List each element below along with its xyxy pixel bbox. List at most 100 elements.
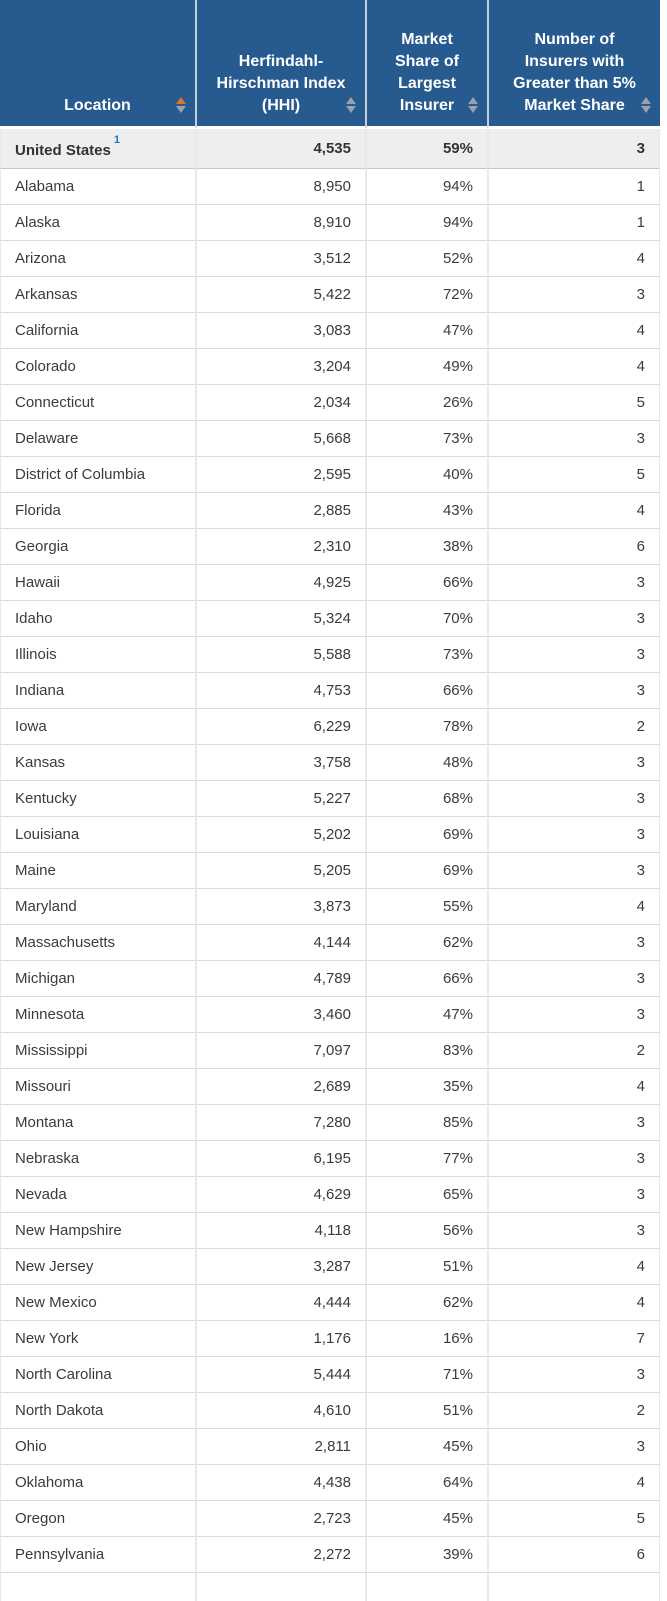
- insurer-count-cell: 3: [487, 637, 660, 673]
- sort-toggle-icon[interactable]: [468, 97, 478, 113]
- market-share-cell: 94%: [365, 169, 487, 205]
- hhi-cell: 5,668: [195, 421, 365, 457]
- table-row: New Hampshire 4,118 56% 3: [0, 1213, 660, 1249]
- market-share-cell: 66%: [365, 673, 487, 709]
- table-row: California 3,083 47% 4: [0, 313, 660, 349]
- insurer-count-cell: 3: [487, 1105, 660, 1141]
- hhi-cell: 3,873: [195, 889, 365, 925]
- column-header-market-share[interactable]: Market Share of Largest Insurer: [365, 0, 487, 129]
- insurer-count-cell: 3: [487, 1141, 660, 1177]
- insurer-count-cell: 6: [487, 529, 660, 565]
- hhi-cell: 5,324: [195, 601, 365, 637]
- table-row: North Dakota 4,610 51% 2: [0, 1393, 660, 1429]
- location-cell: New Mexico: [0, 1285, 195, 1321]
- footnote-link[interactable]: 1: [113, 134, 120, 146]
- insurer-count-cell: 3: [487, 1177, 660, 1213]
- market-share-cell: 66%: [365, 565, 487, 601]
- table-row: New Jersey 3,287 51% 4: [0, 1249, 660, 1285]
- hhi-cell: 4,925: [195, 565, 365, 601]
- sort-toggle-icon[interactable]: [641, 97, 651, 113]
- table-row: Oklahoma 4,438 64% 4: [0, 1465, 660, 1501]
- hhi-cell: 2,723: [195, 1501, 365, 1537]
- location-cell: Colorado: [0, 349, 195, 385]
- market-share-cell: 71%: [365, 1357, 487, 1393]
- insurer-count-cell: 1: [487, 169, 660, 205]
- hhi-cell: 2,310: [195, 529, 365, 565]
- sort-down-arrow-icon: [641, 106, 651, 113]
- location-cell: Hawaii: [0, 565, 195, 601]
- market-share-cell: 43%: [365, 493, 487, 529]
- insurer-count-cell: 2: [487, 1393, 660, 1429]
- sort-up-arrow-icon: [176, 97, 186, 104]
- hhi-cell: 2,272: [195, 1537, 365, 1573]
- insurer-count-cell: 3: [487, 1357, 660, 1393]
- insurer-count-cell: 3: [487, 1213, 660, 1249]
- column-header-hhi[interactable]: Herfindahl-Hirschman Index (HHI): [195, 0, 365, 129]
- market-share-cell: 65%: [365, 1177, 487, 1213]
- table-row: Michigan 4,789 66% 3: [0, 961, 660, 997]
- insurer-count-cell: 3: [487, 129, 660, 169]
- hhi-cell: 5,202: [195, 817, 365, 853]
- market-share-cell: 48%: [365, 745, 487, 781]
- table-row: Connecticut 2,034 26% 5: [0, 385, 660, 421]
- column-header-label: Herfindahl-Hirschman Index (HHI): [216, 53, 346, 114]
- location-cell: Nevada: [0, 1177, 195, 1213]
- table-header: Location Herfindahl-Hirschman Index (HHI…: [0, 0, 660, 129]
- insurer-count-cell: 3: [487, 565, 660, 601]
- market-share-cell: 39%: [365, 1537, 487, 1573]
- hhi-cell: 5,205: [195, 853, 365, 889]
- location-cell: Mississippi: [0, 1033, 195, 1069]
- market-share-cell: 77%: [365, 1141, 487, 1177]
- insurer-count-cell: 3: [487, 925, 660, 961]
- table-row: Montana 7,280 85% 3: [0, 1105, 660, 1141]
- location-cell: North Dakota: [0, 1393, 195, 1429]
- column-header-label: Number of Insurers with Greater than 5% …: [513, 31, 636, 114]
- table-row: Massachusetts 4,144 62% 3: [0, 925, 660, 961]
- hhi-cell: 4,535: [195, 129, 365, 169]
- location-cell: New Jersey: [0, 1249, 195, 1285]
- hhi-cell: 6,229: [195, 709, 365, 745]
- market-share-cell: 83%: [365, 1033, 487, 1069]
- location-cell: Alabama: [0, 169, 195, 205]
- market-share-cell: 55%: [365, 889, 487, 925]
- market-share-cell: 56%: [365, 1213, 487, 1249]
- insurer-count-cell: 3: [487, 961, 660, 997]
- column-header-location[interactable]: Location: [0, 0, 195, 129]
- table-row: New Mexico 4,444 62% 4: [0, 1285, 660, 1321]
- table-row: Arkansas 5,422 72% 3: [0, 277, 660, 313]
- market-share-cell: 69%: [365, 817, 487, 853]
- hhi-cell: 4,610: [195, 1393, 365, 1429]
- column-header-insurer-count[interactable]: Number of Insurers with Greater than 5% …: [487, 0, 660, 129]
- market-share-cell: 62%: [365, 1285, 487, 1321]
- market-share-cell: 59%: [365, 129, 487, 169]
- table-row: Georgia 2,310 38% 6: [0, 529, 660, 565]
- table-row: Alabama 8,950 94% 1: [0, 169, 660, 205]
- insurer-count-cell: 4: [487, 1249, 660, 1285]
- location-cell: Maryland: [0, 889, 195, 925]
- insurer-count-cell: 1: [487, 205, 660, 241]
- location-cell: Iowa: [0, 709, 195, 745]
- location-cell: Kentucky: [0, 781, 195, 817]
- table-row: Hawaii 4,925 66% 3: [0, 565, 660, 601]
- hhi-cell: 3,512: [195, 241, 365, 277]
- market-share-cell: 38%: [365, 529, 487, 565]
- sort-toggle-icon[interactable]: [346, 97, 356, 113]
- sort-toggle-icon[interactable]: [176, 97, 186, 113]
- hhi-cell: 7,280: [195, 1105, 365, 1141]
- market-share-cell: 45%: [365, 1501, 487, 1537]
- insurer-count-cell: 3: [487, 421, 660, 457]
- insurer-count-cell: 3: [487, 745, 660, 781]
- column-header-label: Market Share of Largest Insurer: [394, 31, 459, 114]
- sort-down-arrow-icon: [176, 106, 186, 113]
- insurer-count-cell: 2: [487, 709, 660, 745]
- insurer-count-cell: 4: [487, 493, 660, 529]
- sort-down-arrow-icon: [468, 106, 478, 113]
- location-cell: New York: [0, 1321, 195, 1357]
- location-cell: Florida: [0, 493, 195, 529]
- insurer-count-cell: 2: [487, 1033, 660, 1069]
- hhi-cell: 3,083: [195, 313, 365, 349]
- hhi-cell: 3,460: [195, 997, 365, 1033]
- hhi-cell: 1,176: [195, 1321, 365, 1357]
- location-cell: California: [0, 313, 195, 349]
- location-cell: New Hampshire: [0, 1213, 195, 1249]
